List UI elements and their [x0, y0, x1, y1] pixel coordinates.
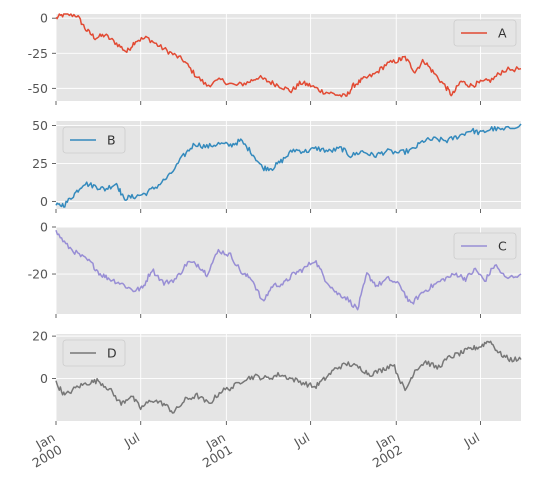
legend-label-A: A [498, 26, 507, 41]
y-tick-label: 0 [40, 220, 48, 235]
series-line-A [55, 13, 522, 98]
y-tick-label: 50 [32, 118, 48, 133]
series-line-D [55, 340, 522, 414]
axes-background-D [56, 334, 521, 421]
y-tick-label: 0 [40, 194, 48, 209]
axes-background-C [56, 227, 521, 314]
x-tick-label: Jul [121, 430, 142, 451]
x-tick-label: Jul [461, 430, 482, 451]
y-tick-label: -20 [28, 267, 48, 282]
series-line-B [55, 123, 522, 208]
axes-background-A [56, 14, 521, 101]
y-tick-label: -25 [28, 46, 48, 61]
legend-label-B: B [107, 133, 116, 148]
y-tick-label: 0 [40, 371, 48, 386]
y-tick-label: 20 [32, 329, 48, 344]
y-tick-label: 25 [32, 156, 48, 171]
y-tick-label: 0 [40, 11, 48, 26]
x-tick-label: Jul [291, 430, 312, 451]
legend-label-D: D [107, 346, 117, 361]
y-tick-label: -50 [28, 81, 48, 96]
axes-background-B [56, 121, 521, 209]
legend-label-C: C [498, 239, 507, 254]
series-line-C [55, 229, 522, 311]
